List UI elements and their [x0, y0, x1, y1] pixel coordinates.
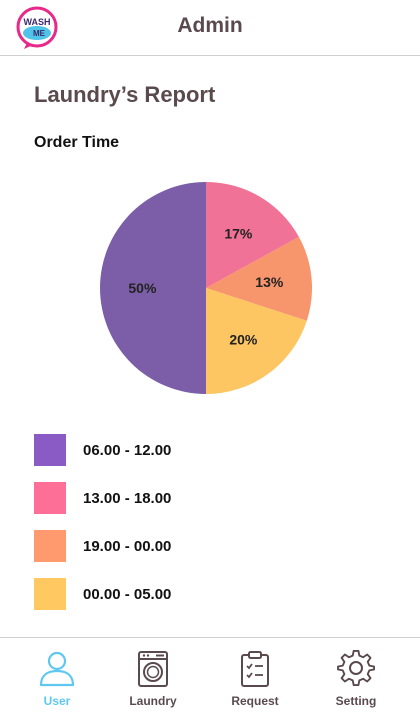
- legend-label: 00.00 - 05.00: [83, 586, 172, 603]
- pie-slice-0600: [100, 182, 206, 394]
- pie-slice-label-1300: 17%: [224, 225, 253, 241]
- nav-item-laundry[interactable]: Laundry: [113, 650, 193, 714]
- pie-slice-label-0000: 20%: [229, 331, 258, 347]
- pie-slice-1900: [206, 236, 312, 321]
- bottom-navigation: User Laundry Request Setting: [0, 637, 420, 720]
- legend-label: 19.00 - 00.00: [83, 538, 172, 555]
- nav-label-user: User: [43, 694, 71, 708]
- nav-label-request: Request: [231, 694, 279, 708]
- pie-slice-0000: [206, 288, 307, 394]
- legend-item: 19.00 - 00.00: [34, 530, 394, 562]
- pie-slice-label-1900: 13%: [255, 274, 284, 290]
- legend-swatch: [34, 530, 66, 562]
- pie-chart: 17% 13% 20% 50%: [100, 182, 312, 394]
- nav-item-request[interactable]: Request: [215, 650, 295, 714]
- legend-item: 06.00 - 12.00: [34, 434, 394, 466]
- logo-text-bottom: ME: [33, 29, 46, 38]
- logo-text-top: WASH: [24, 17, 51, 27]
- report-title: Laundry’s Report: [34, 82, 216, 107]
- chart-section-title: Order Time: [34, 134, 120, 151]
- legend-label: 13.00 - 18.00: [83, 490, 172, 507]
- nav-label-laundry: Laundry: [129, 694, 177, 708]
- wash-me-logo[interactable]: WASH ME: [14, 6, 60, 50]
- pie-chart-svg: 17% 13% 20% 50%: [100, 182, 312, 394]
- legend-swatch: [34, 578, 66, 610]
- legend-swatch: [34, 434, 66, 466]
- washing-machine-icon: [138, 651, 168, 687]
- pie-slice-1300: [206, 182, 299, 288]
- app-header: WASH ME Admin: [0, 0, 420, 56]
- nav-item-user[interactable]: User: [17, 650, 97, 714]
- legend-item: 13.00 - 18.00: [34, 482, 394, 514]
- legend-label: 06.00 - 12.00: [83, 442, 172, 459]
- gear-icon: [337, 650, 375, 687]
- page-title: Admin: [177, 14, 243, 37]
- legend-swatch: [34, 482, 66, 514]
- legend-item: 00.00 - 05.00: [34, 578, 394, 610]
- nav-label-setting: Setting: [335, 694, 377, 708]
- nav-item-setting[interactable]: Setting: [316, 650, 396, 714]
- pie-slice-label-0600: 50%: [128, 280, 157, 296]
- user-icon: [39, 651, 75, 687]
- clipboard-icon: [241, 651, 269, 687]
